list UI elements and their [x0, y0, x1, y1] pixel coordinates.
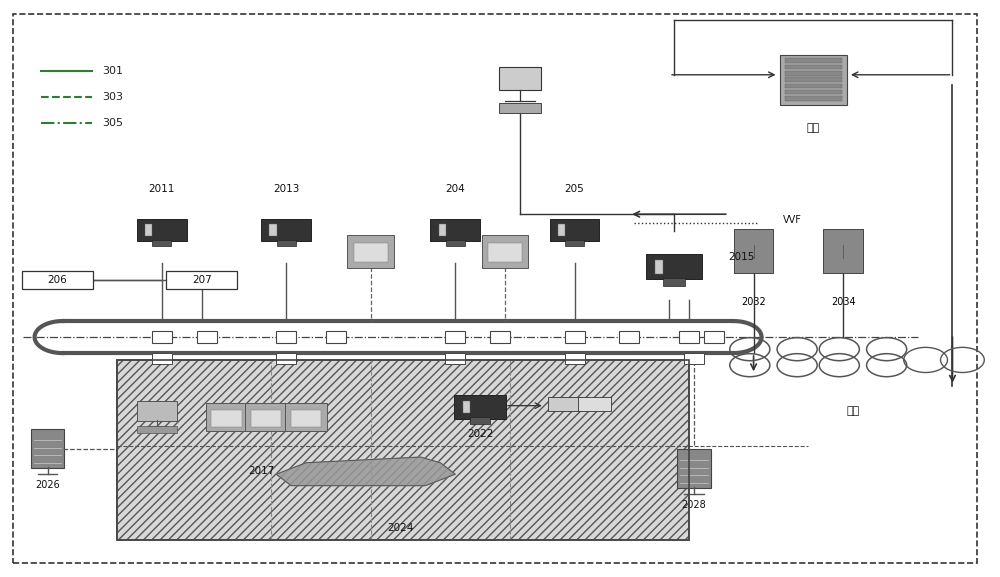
FancyBboxPatch shape: [785, 90, 842, 95]
FancyBboxPatch shape: [145, 224, 152, 236]
Text: 电机: 电机: [846, 406, 860, 415]
Text: 2017: 2017: [248, 466, 275, 475]
FancyBboxPatch shape: [558, 224, 565, 236]
Text: VVF: VVF: [783, 215, 802, 225]
FancyBboxPatch shape: [470, 417, 490, 424]
FancyBboxPatch shape: [347, 235, 394, 268]
FancyBboxPatch shape: [463, 400, 470, 413]
FancyBboxPatch shape: [31, 429, 64, 467]
FancyBboxPatch shape: [578, 397, 611, 411]
FancyBboxPatch shape: [565, 239, 584, 246]
FancyBboxPatch shape: [276, 331, 296, 343]
FancyBboxPatch shape: [663, 278, 685, 286]
FancyBboxPatch shape: [245, 403, 287, 432]
Text: 206: 206: [48, 275, 67, 285]
Polygon shape: [276, 457, 455, 486]
FancyBboxPatch shape: [261, 219, 311, 241]
FancyBboxPatch shape: [655, 260, 663, 273]
Text: 2022: 2022: [467, 429, 493, 439]
Text: 2011: 2011: [149, 184, 175, 194]
FancyBboxPatch shape: [785, 96, 842, 101]
FancyBboxPatch shape: [704, 331, 724, 343]
Text: 2026: 2026: [35, 479, 60, 490]
FancyBboxPatch shape: [454, 395, 506, 418]
Text: 204: 204: [445, 184, 465, 194]
FancyBboxPatch shape: [137, 401, 177, 421]
FancyBboxPatch shape: [785, 84, 842, 88]
FancyBboxPatch shape: [152, 239, 171, 246]
FancyBboxPatch shape: [679, 331, 699, 343]
Text: 207: 207: [192, 275, 212, 285]
FancyBboxPatch shape: [785, 58, 842, 63]
Text: 2034: 2034: [831, 297, 855, 307]
FancyBboxPatch shape: [446, 239, 465, 246]
FancyBboxPatch shape: [439, 224, 446, 236]
FancyBboxPatch shape: [152, 331, 172, 343]
FancyBboxPatch shape: [326, 331, 346, 343]
FancyBboxPatch shape: [117, 360, 689, 540]
FancyBboxPatch shape: [197, 331, 217, 343]
FancyBboxPatch shape: [137, 426, 177, 433]
FancyBboxPatch shape: [251, 410, 281, 426]
FancyBboxPatch shape: [499, 67, 541, 91]
FancyBboxPatch shape: [285, 403, 327, 432]
FancyBboxPatch shape: [211, 410, 242, 426]
FancyBboxPatch shape: [291, 410, 321, 426]
Text: 301: 301: [102, 66, 123, 76]
FancyBboxPatch shape: [482, 235, 528, 268]
FancyBboxPatch shape: [785, 65, 842, 69]
FancyBboxPatch shape: [276, 353, 296, 364]
FancyBboxPatch shape: [22, 271, 93, 288]
Text: 2013: 2013: [273, 184, 299, 194]
FancyBboxPatch shape: [206, 403, 247, 432]
Text: 205: 205: [565, 184, 584, 194]
FancyBboxPatch shape: [565, 331, 585, 343]
FancyBboxPatch shape: [780, 55, 847, 105]
FancyBboxPatch shape: [785, 77, 842, 82]
FancyBboxPatch shape: [677, 449, 711, 488]
Text: 303: 303: [102, 92, 123, 102]
FancyBboxPatch shape: [734, 229, 773, 273]
Text: 305: 305: [102, 118, 123, 128]
FancyBboxPatch shape: [354, 243, 388, 263]
FancyBboxPatch shape: [445, 353, 465, 364]
FancyBboxPatch shape: [430, 219, 480, 241]
FancyBboxPatch shape: [684, 353, 704, 364]
Text: 2032: 2032: [741, 297, 766, 307]
FancyBboxPatch shape: [166, 271, 237, 288]
Text: 2015: 2015: [729, 252, 755, 262]
FancyBboxPatch shape: [152, 353, 172, 364]
FancyBboxPatch shape: [823, 229, 863, 273]
Text: 电柜: 电柜: [807, 123, 820, 133]
FancyBboxPatch shape: [565, 353, 585, 364]
FancyBboxPatch shape: [445, 331, 465, 343]
FancyBboxPatch shape: [619, 331, 639, 343]
Text: 2028: 2028: [682, 500, 706, 509]
FancyBboxPatch shape: [550, 219, 599, 241]
FancyBboxPatch shape: [269, 224, 277, 236]
FancyBboxPatch shape: [137, 219, 187, 241]
FancyBboxPatch shape: [490, 331, 510, 343]
FancyBboxPatch shape: [499, 103, 541, 113]
FancyBboxPatch shape: [646, 254, 702, 279]
Text: 2024: 2024: [387, 523, 414, 533]
FancyBboxPatch shape: [548, 397, 582, 411]
FancyBboxPatch shape: [277, 239, 296, 246]
FancyBboxPatch shape: [785, 71, 842, 76]
FancyBboxPatch shape: [488, 243, 522, 263]
